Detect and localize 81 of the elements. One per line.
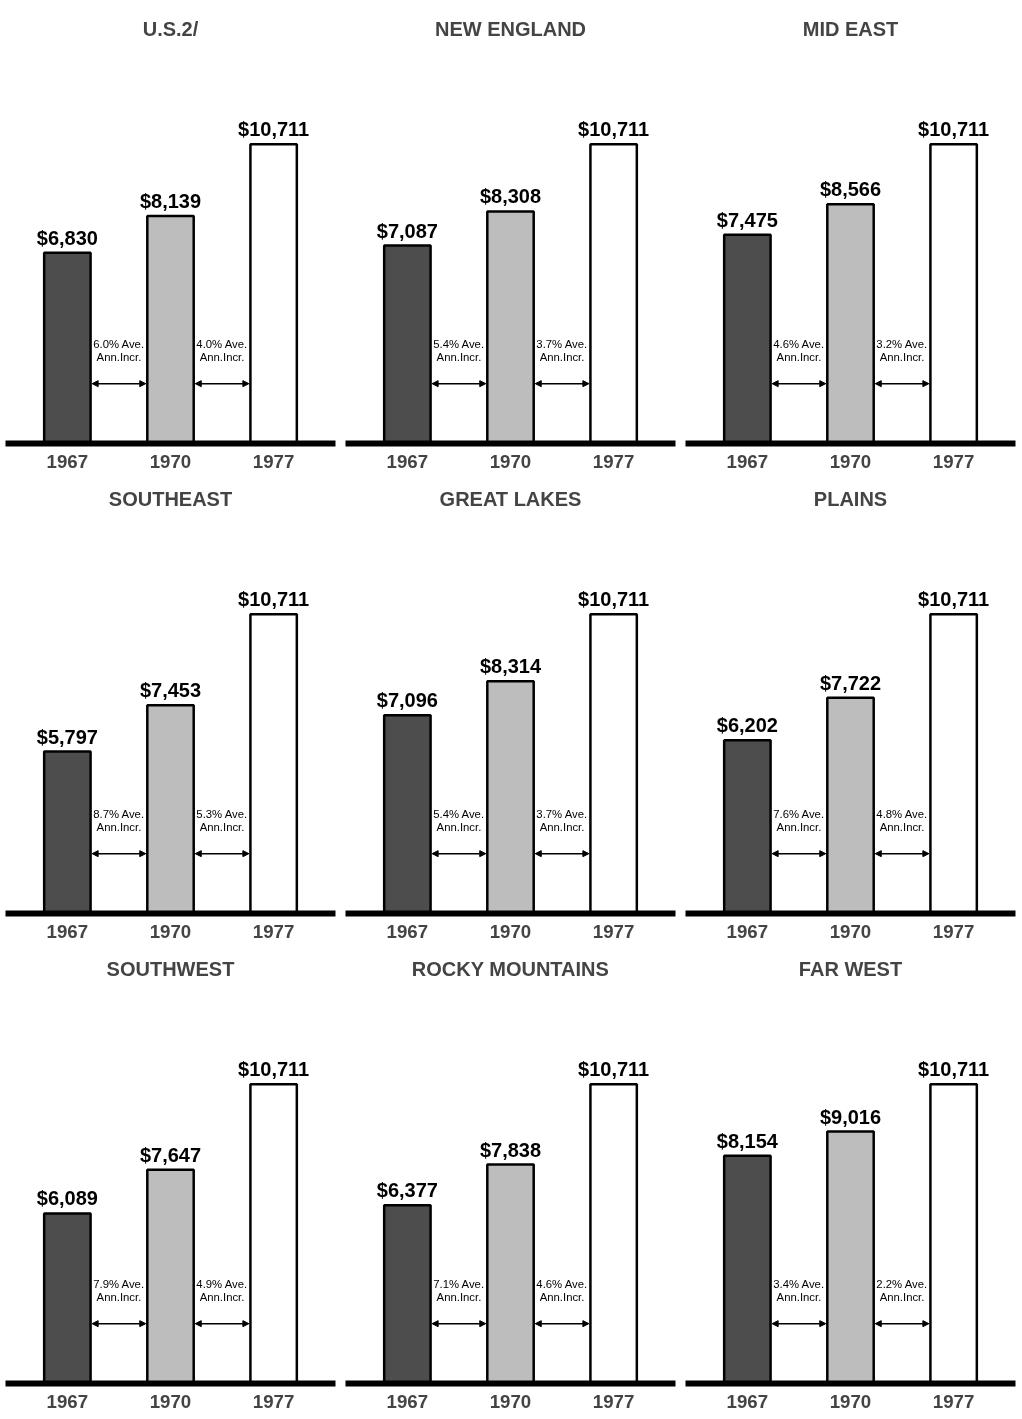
x-tick-label: 1967 xyxy=(46,1390,89,1412)
annotation: 4.0% Ave. Ann.Incr. xyxy=(196,337,248,363)
annotation: 6.0% Ave. Ann.Incr. xyxy=(93,337,145,363)
data-label: $10,711 xyxy=(918,588,990,611)
data-label: $10,711 xyxy=(238,588,310,611)
data-label: $10,711 xyxy=(578,1058,650,1081)
annotation: 5.3% Ave. Ann.Incr. xyxy=(196,807,248,833)
x-tick-label: 1977 xyxy=(252,920,295,942)
annotation: 3.4% Ave. Ann.Incr. xyxy=(773,1277,825,1303)
x-tick-label: 1977 xyxy=(252,1390,295,1412)
x-tick-label: 1967 xyxy=(46,450,89,472)
x-tick-label: 1967 xyxy=(386,450,429,472)
x-tick-label: 1977 xyxy=(592,1390,635,1412)
x-tick-label: 1967 xyxy=(46,920,89,942)
chart-title: NEW ENGLAND xyxy=(434,17,587,40)
chart-title: SOUTHWEST xyxy=(106,957,235,980)
data-label: $6,830 xyxy=(36,226,98,249)
x-tick-label: 1967 xyxy=(726,920,769,942)
x-tick-label: 1970 xyxy=(149,920,192,942)
annotation: 5.4% Ave. Ann.Incr. xyxy=(433,807,485,833)
annotation: 3.7% Ave. Ann.Incr. xyxy=(536,337,588,363)
chart-title: U.S.2/ xyxy=(142,17,199,40)
chart-title: GREAT LAKES xyxy=(439,487,582,510)
annotation: 4.6% Ave. Ann.Incr. xyxy=(536,1277,588,1303)
annotation: 7.1% Ave. Ann.Incr. xyxy=(433,1277,485,1303)
data-label: $7,453 xyxy=(139,679,202,702)
x-tick-label: 1970 xyxy=(489,1390,532,1412)
data-label: $8,308 xyxy=(479,185,542,208)
annotation: 8.7% Ave. Ann.Incr. xyxy=(93,807,145,833)
annotation: 2.2% Ave. Ann.Incr. xyxy=(876,1277,928,1303)
x-tick-label: 1977 xyxy=(932,1390,975,1412)
data-label: $7,087 xyxy=(376,219,438,242)
annotation: 7.9% Ave. Ann.Incr. xyxy=(93,1277,145,1303)
data-label: $10,711 xyxy=(238,118,310,141)
x-tick-label: 1977 xyxy=(932,920,975,942)
x-tick-label: 1970 xyxy=(149,1390,192,1412)
x-tick-label: 1970 xyxy=(829,450,872,472)
chart-title: SOUTHEAST xyxy=(108,487,233,510)
x-tick-label: 1977 xyxy=(592,920,635,942)
x-tick-label: 1967 xyxy=(386,1390,429,1412)
x-tick-label: 1970 xyxy=(829,920,872,942)
x-tick-label: 1967 xyxy=(386,920,429,942)
annotation: 5.4% Ave. Ann.Incr. xyxy=(433,337,485,363)
x-tick-label: 1970 xyxy=(829,1390,872,1412)
chart-title: FAR WEST xyxy=(798,957,903,980)
chart-title: MID EAST xyxy=(802,17,899,40)
data-label: $7,838 xyxy=(479,1138,542,1161)
data-label: $7,647 xyxy=(139,1143,202,1166)
x-tick-label: 1970 xyxy=(489,920,532,942)
data-label: $7,475 xyxy=(716,208,778,231)
annotation: 3.2% Ave. Ann.Incr. xyxy=(876,337,928,363)
chart-title: ROCKY MOUNTAINS xyxy=(411,957,609,980)
data-label: $6,377 xyxy=(376,1179,438,1202)
data-label: $10,711 xyxy=(918,118,990,141)
data-label: $8,139 xyxy=(139,190,202,213)
data-label: $7,722 xyxy=(819,671,882,694)
x-tick-label: 1977 xyxy=(592,450,635,472)
annotation: 3.7% Ave. Ann.Incr. xyxy=(536,807,588,833)
data-label: $10,711 xyxy=(918,1058,990,1081)
data-label: $8,314 xyxy=(479,655,542,678)
data-label: $6,202 xyxy=(716,714,778,737)
data-label: $6,089 xyxy=(36,1187,98,1210)
annotation: 4.8% Ave. Ann.Incr. xyxy=(876,807,928,833)
data-label: $5,797 xyxy=(36,725,98,748)
data-label: $10,711 xyxy=(238,1058,310,1081)
data-label: $9,016 xyxy=(819,1105,882,1128)
chart-title: PLAINS xyxy=(813,487,888,510)
x-tick-label: 1977 xyxy=(932,450,975,472)
data-label: $8,566 xyxy=(819,178,882,201)
x-tick-label: 1970 xyxy=(149,450,192,472)
data-label: $8,154 xyxy=(716,1129,779,1152)
data-label: $7,096 xyxy=(376,689,438,712)
annotation: 7.6% Ave. Ann.Incr. xyxy=(773,807,825,833)
data-label: $10,711 xyxy=(578,118,650,141)
x-tick-label: 1967 xyxy=(726,1390,769,1412)
x-tick-label: 1977 xyxy=(252,450,295,472)
data-label: $10,711 xyxy=(578,588,650,611)
x-tick-label: 1967 xyxy=(726,450,769,472)
annotation: 4.9% Ave. Ann.Incr. xyxy=(196,1277,248,1303)
annotation: 4.6% Ave. Ann.Incr. xyxy=(773,337,825,363)
x-tick-label: 1970 xyxy=(489,450,532,472)
